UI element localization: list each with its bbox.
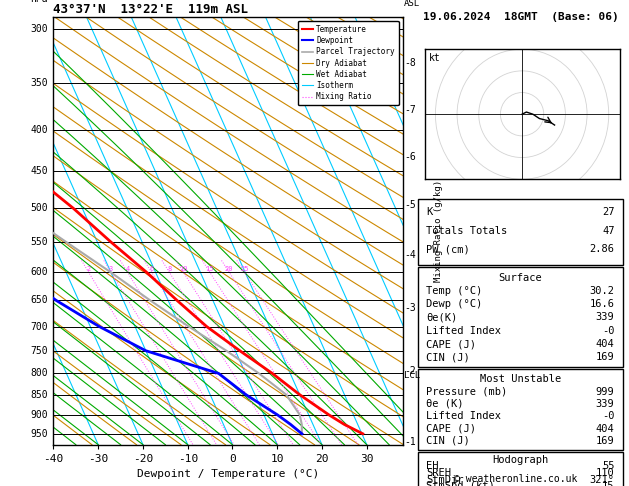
Text: 900: 900 [31,410,48,420]
Text: 4: 4 [125,266,130,272]
Text: 15: 15 [602,481,615,486]
Text: 20: 20 [225,266,233,272]
Text: 339: 339 [596,312,615,323]
Text: -0: -0 [602,326,615,336]
Text: 10: 10 [179,266,187,272]
Text: StmDir: StmDir [426,474,464,485]
Text: 15: 15 [206,266,214,272]
Text: Totals Totals: Totals Totals [426,226,508,236]
Text: 3: 3 [109,266,113,272]
Text: 27: 27 [602,207,615,217]
Text: EH: EH [426,461,439,471]
Text: SREH: SREH [426,468,452,478]
Text: Pressure (mb): Pressure (mb) [426,387,508,397]
Text: -7: -7 [404,105,416,115]
Text: K: K [426,207,433,217]
Text: 750: 750 [31,346,48,356]
X-axis label: Dewpoint / Temperature (°C): Dewpoint / Temperature (°C) [137,469,319,479]
Text: km
ASL: km ASL [404,0,420,8]
Text: θe (K): θe (K) [426,399,464,409]
Text: 300: 300 [31,24,48,34]
Text: -0: -0 [602,411,615,421]
Text: PW (cm): PW (cm) [426,244,470,254]
Text: 16.6: 16.6 [589,299,615,309]
Legend: Temperature, Dewpoint, Parcel Trajectory, Dry Adiabat, Wet Adiabat, Isotherm, Mi: Temperature, Dewpoint, Parcel Trajectory… [298,21,399,105]
Text: CIN (J): CIN (J) [426,436,470,446]
Text: Temp (°C): Temp (°C) [426,286,482,296]
Text: 339: 339 [596,399,615,409]
Text: -8: -8 [404,58,416,69]
Text: Lifted Index: Lifted Index [426,411,501,421]
Text: StmSpd (kt): StmSpd (kt) [426,481,495,486]
Text: 999: 999 [596,387,615,397]
Text: 43°37'N  13°22'E  119m ASL: 43°37'N 13°22'E 119m ASL [53,3,248,16]
Text: 8: 8 [167,266,172,272]
Text: 321°: 321° [589,474,615,485]
Text: 450: 450 [31,166,48,176]
Text: 950: 950 [31,429,48,439]
Text: 2.86: 2.86 [589,244,615,254]
Text: hPa: hPa [31,0,48,4]
Text: -2: -2 [404,366,416,376]
Text: LCL: LCL [404,371,420,380]
Text: 800: 800 [31,368,48,379]
Text: Hodograph: Hodograph [493,454,548,465]
Text: Lifted Index: Lifted Index [426,326,501,336]
Text: 2: 2 [87,266,91,272]
Text: 6: 6 [150,266,154,272]
Text: Surface: Surface [499,273,542,283]
Text: CAPE (J): CAPE (J) [426,339,476,349]
Text: -5: -5 [404,200,416,210]
Text: 55: 55 [602,461,615,471]
Text: 25: 25 [240,266,249,272]
Text: 500: 500 [31,203,48,213]
Text: Most Unstable: Most Unstable [480,374,561,384]
Text: 30.2: 30.2 [589,286,615,296]
Text: 169: 169 [596,436,615,446]
Text: 404: 404 [596,424,615,434]
Text: 550: 550 [31,237,48,247]
Text: 169: 169 [596,352,615,363]
Text: -6: -6 [404,152,416,162]
Text: 400: 400 [31,125,48,135]
Text: CIN (J): CIN (J) [426,352,470,363]
Text: 19.06.2024  18GMT  (Base: 06): 19.06.2024 18GMT (Base: 06) [423,12,618,22]
Text: Mixing Ratio (g/kg): Mixing Ratio (g/kg) [434,180,443,282]
Text: 110: 110 [596,468,615,478]
Text: Dewp (°C): Dewp (°C) [426,299,482,309]
Text: -3: -3 [404,303,416,313]
Text: 850: 850 [31,390,48,399]
Text: -4: -4 [404,250,416,260]
Text: 47: 47 [602,226,615,236]
Text: 404: 404 [596,339,615,349]
Text: -1: -1 [404,437,416,447]
Text: kt: kt [428,53,440,63]
Text: CAPE (J): CAPE (J) [426,424,476,434]
Text: 650: 650 [31,295,48,306]
Text: 700: 700 [31,322,48,331]
Text: © weatheronline.co.uk: © weatheronline.co.uk [454,473,577,484]
Text: 600: 600 [31,267,48,278]
Text: θe(K): θe(K) [426,312,458,323]
Text: 350: 350 [31,78,48,88]
